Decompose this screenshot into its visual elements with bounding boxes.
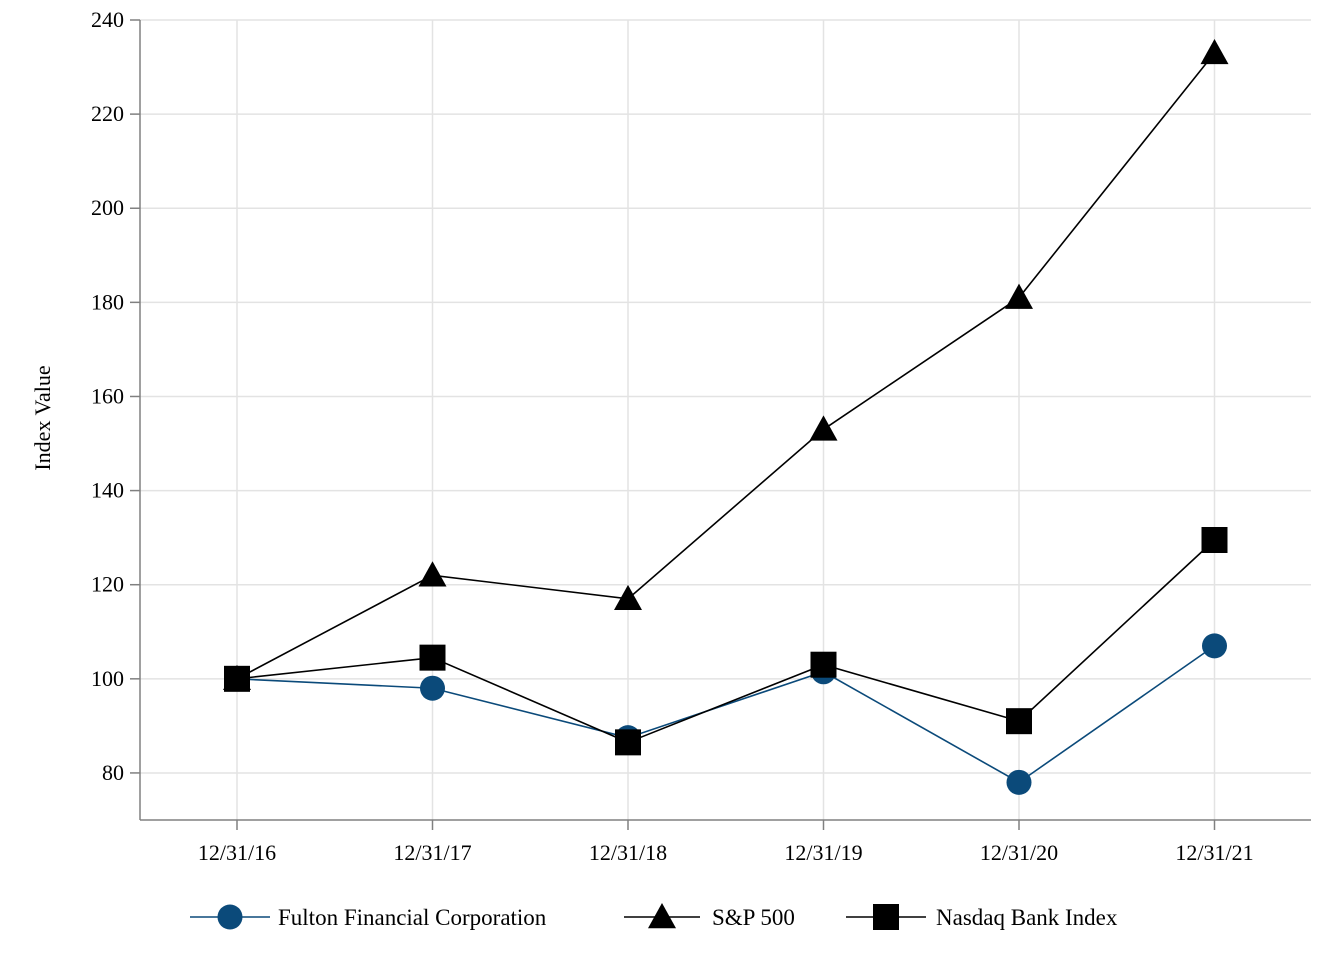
data-point-triangle (223, 664, 251, 691)
data-point-circle (1006, 769, 1032, 795)
x-tick-label: 12/31/18 (589, 840, 667, 865)
data-point-triangle (614, 584, 642, 611)
x-tick-label: 12/31/19 (784, 840, 862, 865)
data-point-triangle (418, 561, 447, 587)
series-layer (223, 38, 1229, 795)
data-point-square (810, 651, 837, 678)
data-point-triangle (1005, 283, 1033, 309)
data-point-square (1006, 708, 1032, 735)
legend-triangle-icon (648, 903, 676, 929)
data-point-square (615, 729, 641, 756)
x-tick-label: 12/31/17 (393, 840, 471, 865)
data-point-square (419, 644, 446, 671)
legend-item: S&P 500 (624, 903, 795, 930)
y-tick-label: 240 (91, 7, 124, 32)
data-point-square (1201, 527, 1228, 553)
y-tick-label: 80 (102, 760, 124, 785)
data-point-triangle (809, 415, 838, 441)
legend-label: S&P 500 (712, 905, 795, 930)
x-tick-label: 12/31/16 (198, 840, 276, 865)
legend-circle-icon (217, 904, 243, 930)
y-tick-label: 220 (91, 101, 124, 126)
series-line-circle (236, 645, 1215, 784)
data-point-triangle (1200, 38, 1229, 65)
series-line-triangle (236, 52, 1216, 680)
y-tick-label: 100 (91, 666, 124, 691)
y-tick-label: 160 (91, 383, 124, 408)
legend-item: Fulton Financial Corporation (190, 904, 547, 930)
legend-square-icon (873, 904, 899, 930)
legend-label: Fulton Financial Corporation (278, 905, 547, 930)
legend-label: Nasdaq Bank Index (936, 905, 1118, 930)
x-tick-label: 12/31/20 (980, 840, 1058, 865)
data-point-circle (420, 675, 445, 701)
data-point-circle (1202, 633, 1227, 659)
axis-layer: 80 100 120 140 160 180 200 220 240 12/31/16 12/31/… (91, 7, 1311, 865)
y-tick-label: 120 (91, 572, 124, 597)
y-axis-title: Index Value (30, 365, 55, 470)
x-tick-label: 12/31/21 (1175, 840, 1253, 865)
legend-item: Nasdaq Bank Index (846, 904, 1118, 930)
y-tick-label: 140 (91, 478, 124, 503)
grid-layer (140, 19, 1311, 820)
legend: Fulton Financial Corporation S&P 500 Nasda… (190, 903, 1118, 930)
y-tick-label: 180 (91, 289, 124, 314)
series-line-square (236, 539, 1216, 744)
y-tick-label: 200 (91, 195, 124, 220)
